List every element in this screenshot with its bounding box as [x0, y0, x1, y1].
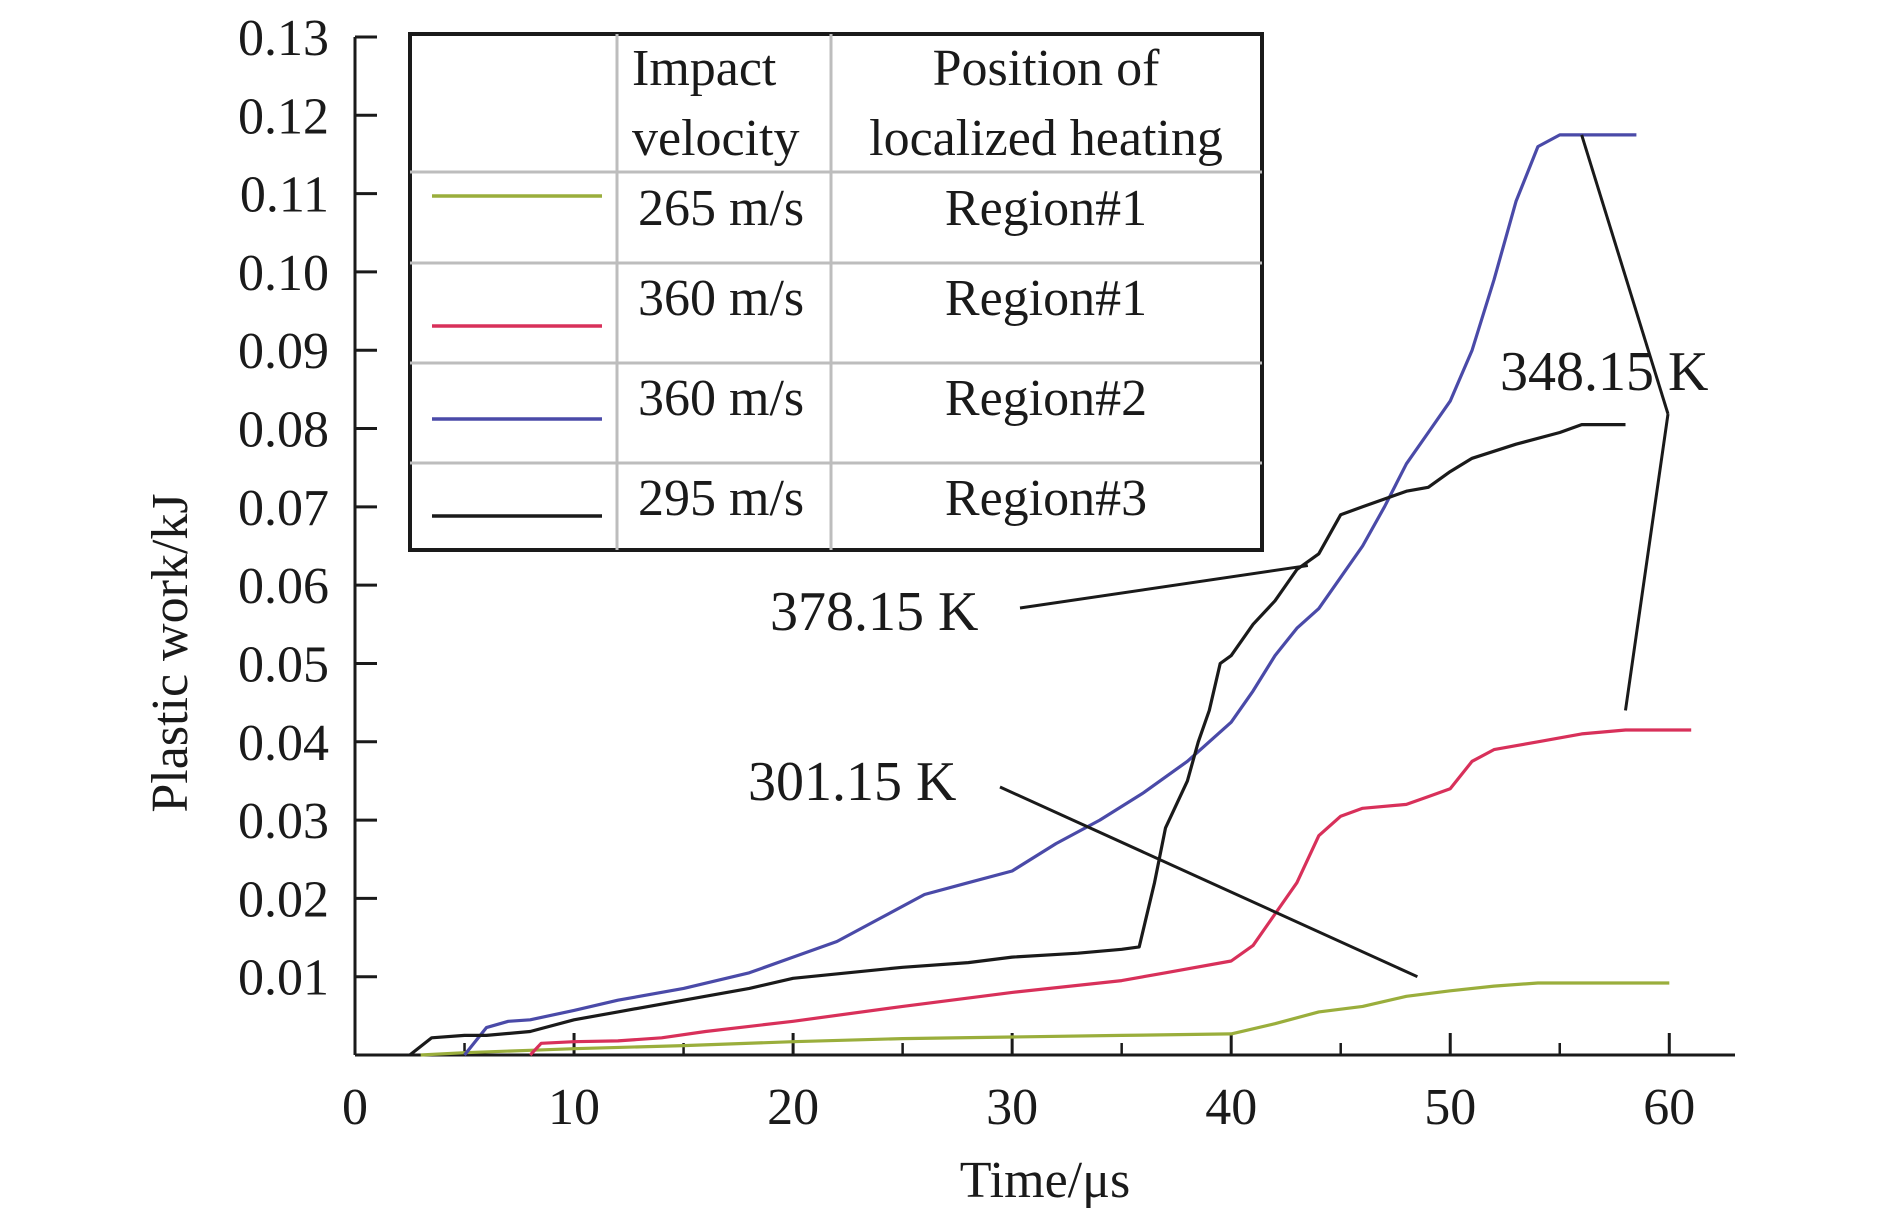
- legend-header-velocity: velocity: [632, 110, 800, 167]
- series-line-4: [408, 423, 1626, 1057]
- annotation-leader-line: [1019, 564, 1309, 610]
- y-tick-label: 0.13: [238, 10, 329, 67]
- series-line-3: [463, 133, 1637, 1056]
- x-tick-label: 60: [1643, 1079, 1695, 1136]
- y-axis-label: Plastic work/kJ: [142, 493, 199, 812]
- x-axis: 0 10 20 30 40 50 60: [342, 1033, 1735, 1136]
- y-tick-label: 0.01: [238, 950, 329, 1007]
- x-tick-label: 40: [1205, 1079, 1257, 1136]
- annotation-leader-line: [1623, 413, 1670, 711]
- y-tick-label: 0.09: [238, 323, 329, 380]
- series-layer: [408, 133, 1692, 1057]
- legend-velocity: 360 m/s: [638, 270, 804, 327]
- y-tick-label: 0.04: [238, 715, 329, 772]
- y-tick-label: 0.07: [238, 480, 329, 537]
- series-line-1: [420, 981, 1670, 1057]
- legend-velocity: 360 m/s: [638, 370, 804, 427]
- legend-position: Region#1: [945, 180, 1147, 237]
- legend-table: Impact velocity Position of localized heati…: [408, 32, 1264, 552]
- legend-header-position: Position of: [933, 40, 1160, 97]
- legend-position: Region#3: [945, 470, 1147, 527]
- y-tick-label: 0.06: [238, 558, 329, 615]
- y-tick-label: 0.10: [238, 245, 329, 302]
- y-tick-label: 0.03: [238, 793, 329, 850]
- y-tick-label: 0.12: [238, 88, 329, 145]
- x-tick-label: 0: [342, 1079, 368, 1136]
- legend-velocity: 265 m/s: [638, 180, 804, 237]
- legend-header-velocity: Impact: [632, 40, 777, 97]
- legend-position: Region#1: [945, 270, 1147, 327]
- series-line-2: [529, 728, 1692, 1057]
- x-tick-label: 10: [548, 1079, 600, 1136]
- y-tick-label: 0.05: [238, 636, 329, 693]
- x-axis-label: Time/μs: [960, 1152, 1130, 1209]
- annotation-leader-line: [1580, 134, 1670, 415]
- legend-header-position: localized heating: [869, 110, 1223, 167]
- annotation-label: 301.15 K: [748, 751, 956, 813]
- annotation-leader-line: [999, 785, 1419, 979]
- annotation-label: 378.15 K: [770, 581, 978, 643]
- y-tick-label: 0.08: [238, 402, 329, 459]
- x-tick-label: 20: [767, 1079, 819, 1136]
- x-tick-label: 50: [1424, 1079, 1476, 1136]
- legend-position: Region#2: [945, 370, 1147, 427]
- annotation-label: 348.15 K: [1500, 341, 1708, 403]
- y-axis: 0.01 0.02 0.03 0.04 0.05 0.06 0.07 0.08 0.09 0.10…: [238, 10, 377, 1055]
- legend-velocity: 295 m/s: [638, 470, 804, 527]
- annotation-layer: 378.15 K 301.15 K 348.15 K: [748, 134, 1708, 979]
- x-tick-label: 30: [986, 1079, 1038, 1136]
- y-tick-label: 0.02: [238, 871, 329, 928]
- y-tick-label: 0.11: [240, 167, 329, 224]
